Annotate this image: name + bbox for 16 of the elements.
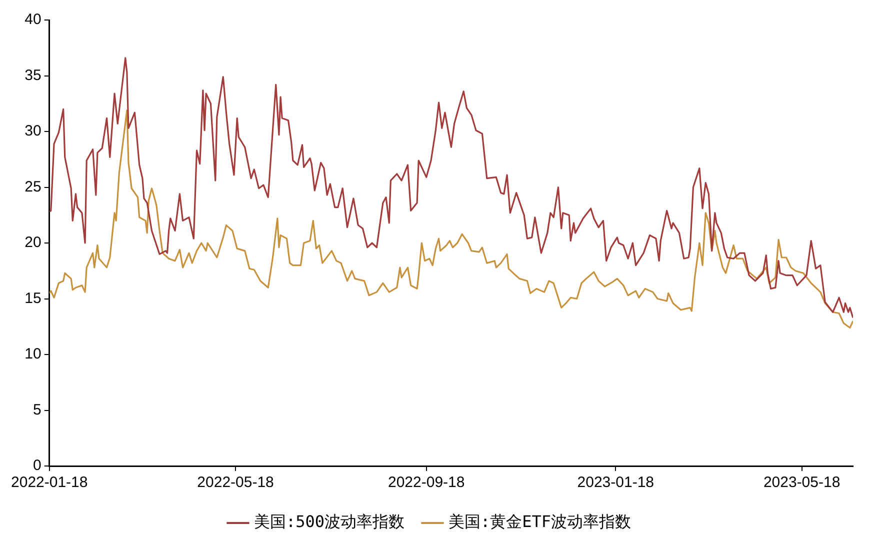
- y-tick-label: 25: [24, 178, 42, 196]
- x-tick-label: 2023-01-18: [577, 474, 654, 492]
- y-tick-label: 10: [24, 346, 42, 363]
- y-tick-label: 35: [24, 66, 42, 84]
- y-tick-label: 15: [24, 290, 42, 307]
- x-tick-label: 2022-05-18: [197, 474, 274, 492]
- y-tick-label: 30: [24, 122, 42, 140]
- x-tick-label: 2022-01-18: [10, 474, 88, 492]
- legend-label: 美国:黄金ETF波动率指数: [448, 512, 632, 532]
- y-tick-label: 20: [24, 234, 42, 252]
- x-tick-label: 2022-09-18: [388, 474, 465, 492]
- legend-label: 美国:500波动率指数: [254, 512, 404, 532]
- y-tick-label: 0: [33, 457, 42, 474]
- x-tick-label: 2023-05-18: [763, 474, 840, 492]
- y-tick-label: 40: [24, 11, 42, 28]
- y-tick-label: 5: [33, 401, 42, 418]
